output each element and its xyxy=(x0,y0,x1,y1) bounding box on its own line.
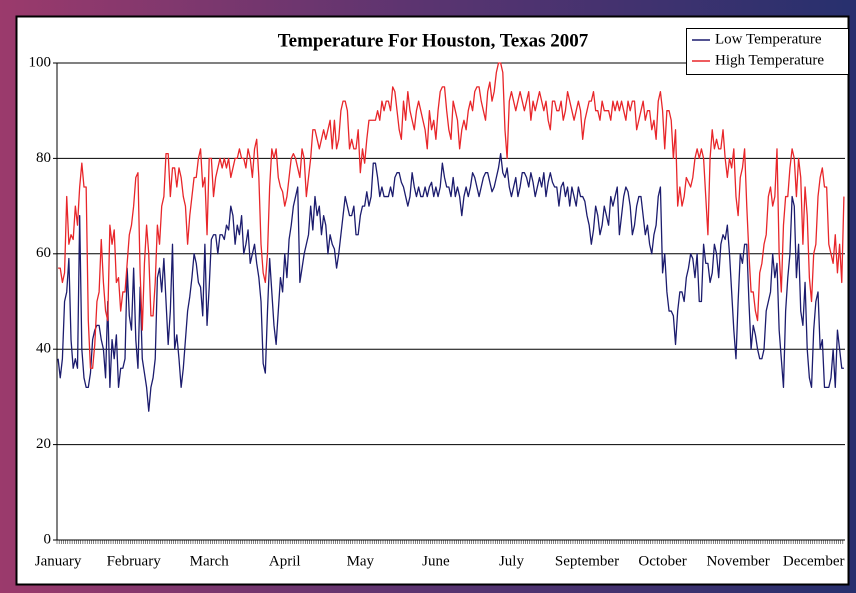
x-tick-label: May xyxy=(347,553,375,569)
chart-title: Temperature For Houston, Texas 2007 xyxy=(278,30,589,51)
x-tick-label: April xyxy=(269,553,301,569)
x-tick-label: January xyxy=(35,553,82,569)
y-tick-label: 20 xyxy=(36,436,51,452)
y-tick-label: 40 xyxy=(36,341,51,357)
x-tick-label: July xyxy=(499,553,525,569)
x-tick-label: November xyxy=(706,553,769,569)
x-tick-label: March xyxy=(190,553,230,569)
x-tick-label: October xyxy=(638,553,686,569)
chart-frame xyxy=(15,15,850,586)
x-tick-label: September xyxy=(555,553,619,569)
series-line xyxy=(58,62,845,369)
y-tick-label: 100 xyxy=(29,54,52,70)
y-tick-label: 80 xyxy=(36,150,51,166)
legend-box xyxy=(686,28,849,75)
y-tick-label: 60 xyxy=(36,245,51,261)
series-line xyxy=(57,152,844,412)
legend: Low Temperature High Temperature xyxy=(686,28,849,75)
x-tick-label: June xyxy=(422,553,450,569)
legend-label: Low Temperature xyxy=(715,31,822,47)
legend-label: High Temperature xyxy=(715,52,824,68)
y-tick-label: 0 xyxy=(44,531,52,547)
x-tick-label: February xyxy=(107,553,162,569)
x-tick-label: December xyxy=(783,553,845,569)
